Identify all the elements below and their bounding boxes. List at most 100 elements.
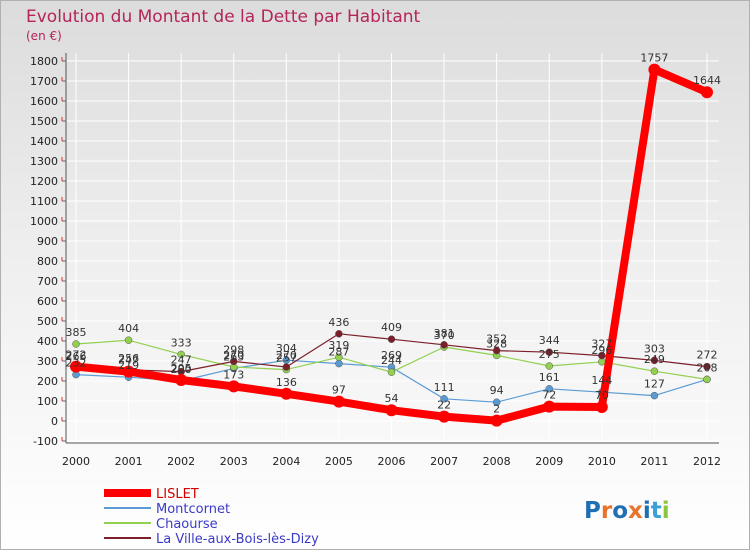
data-point <box>72 340 80 348</box>
data-point <box>650 391 659 400</box>
data-label: 436 <box>328 316 349 329</box>
x-tick-label: 2006 <box>378 455 406 468</box>
data-label: 247 <box>171 354 192 367</box>
data-label: 344 <box>539 334 560 347</box>
data-label: 385 <box>66 326 87 339</box>
data-label: 296 <box>591 344 612 357</box>
data-point <box>385 404 398 417</box>
data-point <box>227 380 240 393</box>
y-tick-label: 300 <box>37 355 58 368</box>
data-point <box>387 368 396 376</box>
data-point <box>545 385 553 393</box>
data-label: 263 <box>223 350 244 363</box>
legend-label: LISLET <box>156 487 199 502</box>
logo-letter: o <box>612 498 628 524</box>
y-tick-label: 1300 <box>30 155 58 168</box>
x-tick-label: 2002 <box>167 455 195 468</box>
data-label: 22 <box>437 399 451 412</box>
data-point <box>703 375 711 384</box>
data-point <box>124 336 133 344</box>
logo-letter: P <box>584 498 601 524</box>
data-label: 266 <box>66 350 87 363</box>
y-tick-label: 1800 <box>30 55 58 68</box>
data-point <box>122 365 135 378</box>
data-label: 247 <box>118 354 139 367</box>
y-tick-label: 200 <box>37 375 58 388</box>
data-point <box>282 363 291 371</box>
logo-letter: i <box>643 498 651 524</box>
data-point <box>545 348 553 356</box>
data-label: 256 <box>118 352 139 365</box>
data-label: 144 <box>591 374 612 387</box>
chart-title: Evolution du Montant de la Dette par Hab… <box>26 7 421 27</box>
y-tick-label: 1700 <box>30 75 58 88</box>
data-label: 244 <box>381 354 402 367</box>
x-tick-label: 2001 <box>115 455 143 468</box>
data-point <box>332 395 345 408</box>
data-label: 304 <box>276 342 297 355</box>
data-label: 287 <box>328 346 349 359</box>
data-labels: 3852722662324042562472193332472052002982… <box>66 52 722 416</box>
y-tick-label: 800 <box>37 255 58 268</box>
y-tick-label: 100 <box>37 395 58 408</box>
logo-letter: t <box>651 498 662 524</box>
data-label: 219 <box>118 359 139 372</box>
data-label: 257 <box>276 352 297 365</box>
y-tick-label: 400 <box>37 335 58 348</box>
data-point <box>545 362 553 370</box>
data-point <box>280 387 293 400</box>
legend-label: Montcornet <box>156 502 230 517</box>
data-label: 161 <box>539 371 560 384</box>
data-point <box>440 395 448 403</box>
data-point <box>387 335 396 343</box>
y-tick-label: 500 <box>37 315 58 328</box>
data-label: 319 <box>328 339 349 352</box>
data-point <box>440 341 448 349</box>
data-point <box>701 86 713 99</box>
y-tick-label: 1000 <box>30 215 58 228</box>
data-point <box>230 357 238 366</box>
y-tick-label: 900 <box>37 235 58 248</box>
data-label: 232 <box>66 357 87 370</box>
data-label: 97 <box>332 384 346 397</box>
data-label: 136 <box>276 376 297 389</box>
data-point <box>703 362 711 371</box>
data-point <box>492 346 501 355</box>
data-point <box>595 401 608 413</box>
y-tick-label: 1400 <box>30 135 58 148</box>
y-tick-label: -100 <box>33 435 58 448</box>
x-tick-label: 2012 <box>693 455 721 468</box>
data-point <box>70 360 82 373</box>
data-label: 272 <box>66 349 87 362</box>
data-label: 370 <box>434 329 455 342</box>
data-point <box>492 398 501 406</box>
y-tick-label: 700 <box>37 275 58 288</box>
data-label: 127 <box>644 378 665 391</box>
data-label: 205 <box>171 362 192 375</box>
data-label: 54 <box>385 392 399 405</box>
data-label: 94 <box>490 384 504 397</box>
legend-label: Chaourse <box>156 517 218 532</box>
data-point <box>175 374 188 386</box>
data-point <box>177 350 185 359</box>
data-label: 352 <box>486 333 507 346</box>
data-point <box>490 414 503 427</box>
axes: -100 0 100 200 300 400 500 600 700 800 900 1000 1100… <box>30 53 721 468</box>
proxiti-logo: Proxiti <box>584 498 670 524</box>
y-tick-label: 1200 <box>30 175 58 188</box>
data-point <box>335 353 343 361</box>
x-tick-label: 2003 <box>220 455 248 468</box>
data-label: 249 <box>644 353 665 366</box>
data-label: 111 <box>434 381 455 394</box>
x-tick-label: 2008 <box>483 455 511 468</box>
data-label: 404 <box>118 322 139 335</box>
data-label: 2 <box>493 403 500 416</box>
x-tick-label: 2005 <box>325 455 353 468</box>
data-point <box>335 359 343 368</box>
logo-letter: r <box>601 498 613 524</box>
data-label: 272 <box>697 349 718 362</box>
data-label: 381 <box>434 327 455 340</box>
data-label: 208 <box>697 361 718 374</box>
y-tick-label: 600 <box>37 295 58 308</box>
